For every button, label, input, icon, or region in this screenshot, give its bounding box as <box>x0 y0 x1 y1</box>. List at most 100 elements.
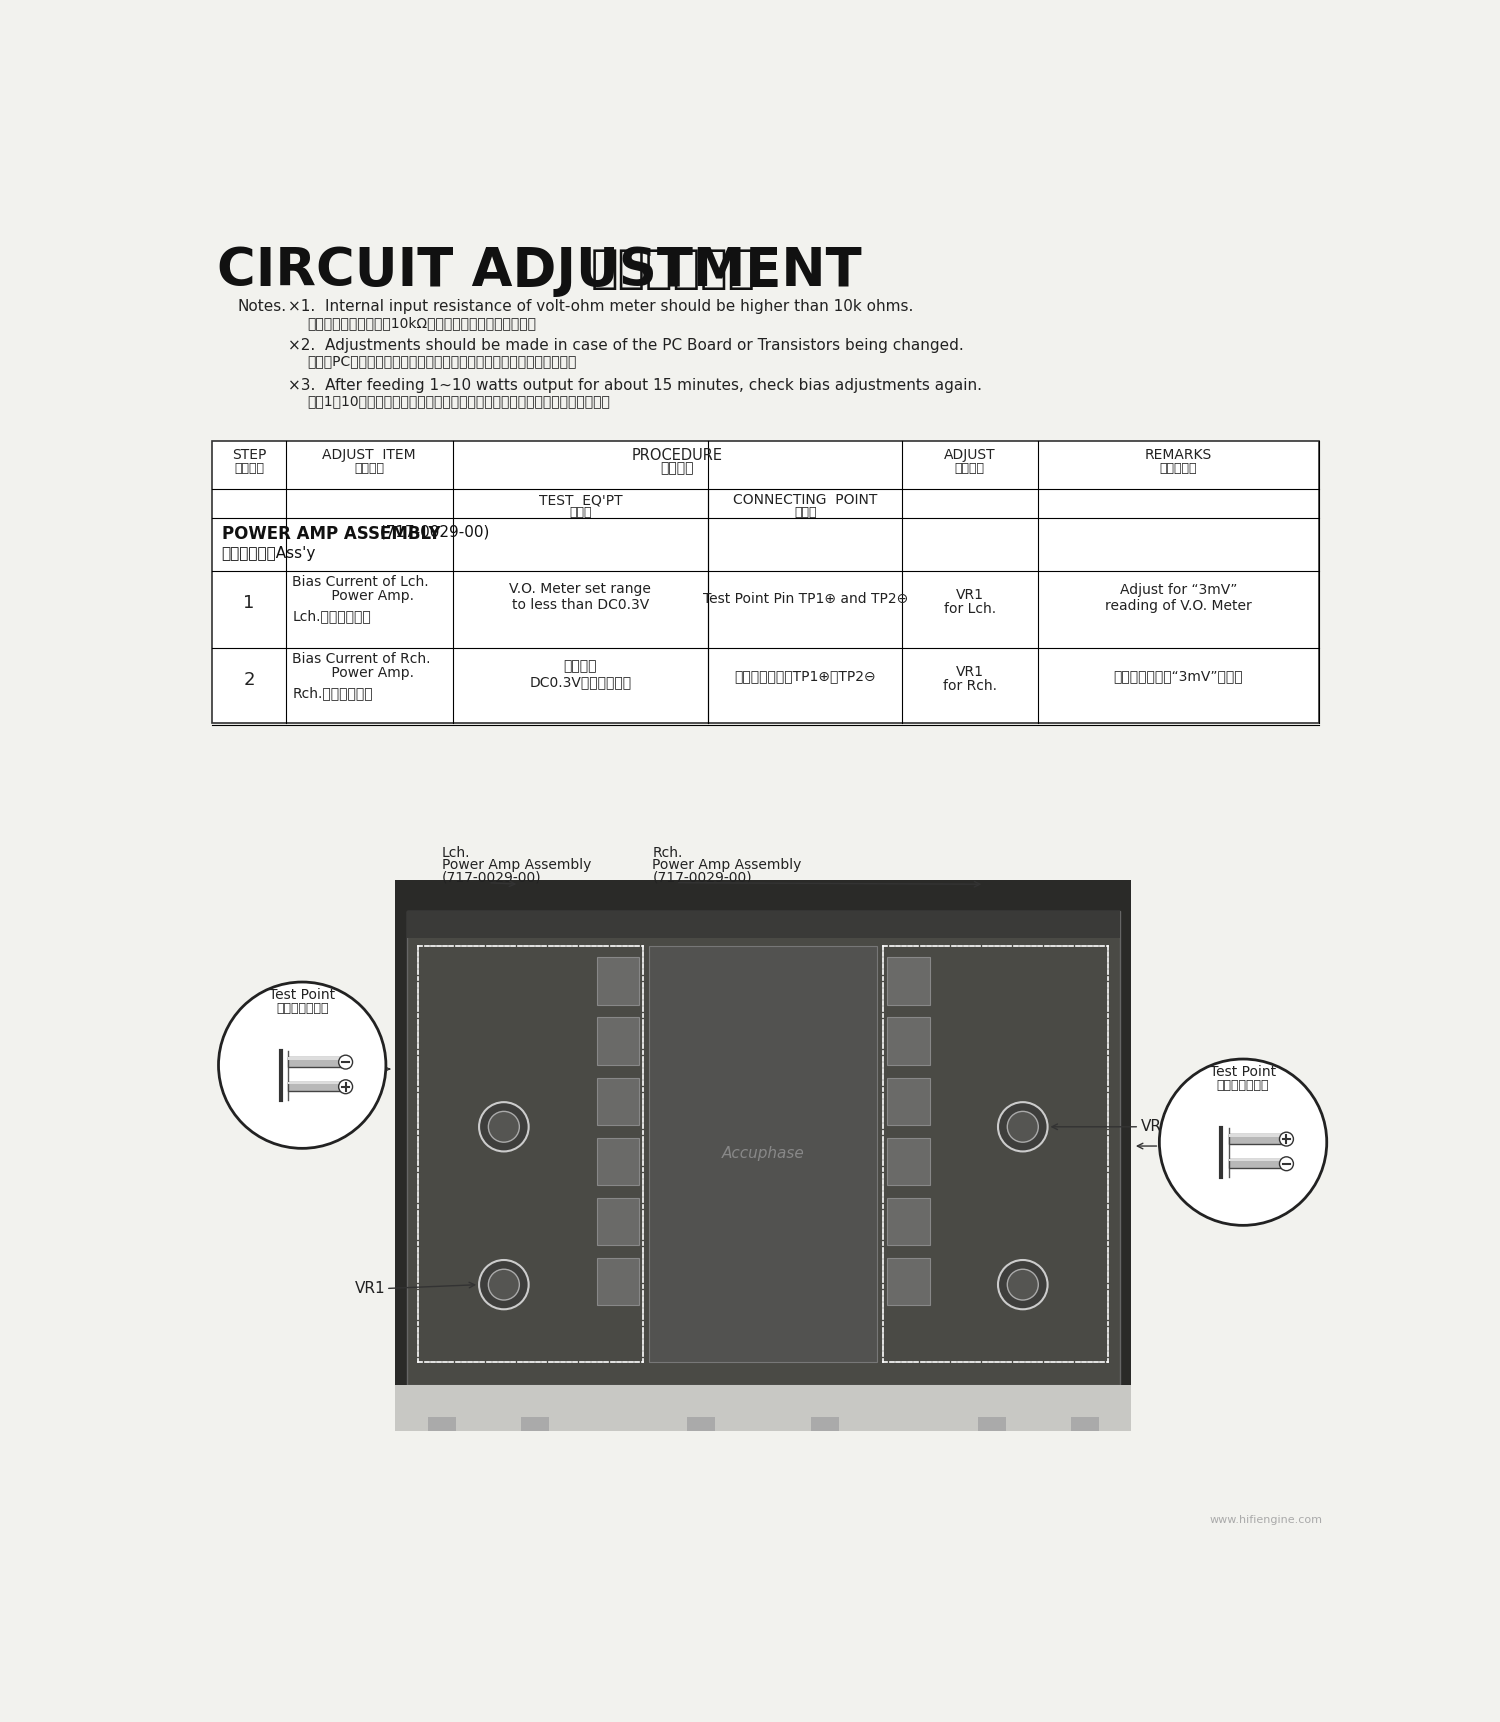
Bar <box>288 1081 340 1085</box>
Circle shape <box>478 1261 528 1309</box>
Bar <box>888 1078 930 1124</box>
Text: テストポイントTP1⊕、TP2⊖: テストポイントTP1⊕、TP2⊖ <box>735 670 876 684</box>
Circle shape <box>1008 1111 1038 1142</box>
Bar <box>1228 1135 1282 1143</box>
Bar <box>288 1081 340 1092</box>
Text: CONNECTING  POINT: CONNECTING POINT <box>734 492 878 506</box>
Bar <box>1228 1159 1282 1161</box>
Text: Test Point: Test Point <box>1210 1066 1276 1080</box>
Bar <box>1228 1135 1282 1137</box>
Bar <box>597 1257 639 1305</box>
Bar <box>687 1417 716 1431</box>
Text: テスターは、入力抗抗10kΩ以上のものをお使い下さい。: テスターは、入力抗抗10kΩ以上のものをお使い下さい。 <box>308 315 537 331</box>
Bar <box>1071 1417 1100 1431</box>
Circle shape <box>489 1111 519 1142</box>
Text: ×2.  Adjustments should be made in case of the PC Board or Transistors being cha: ×2. Adjustments should be made in case o… <box>288 338 964 353</box>
Bar <box>394 880 1131 1431</box>
Text: PROCEDURE: PROCEDURE <box>632 448 723 463</box>
Text: ADJUST: ADJUST <box>944 448 996 461</box>
Text: Test Point Pin TP1⊕ and TP2⊖: Test Point Pin TP1⊕ and TP2⊖ <box>702 592 908 606</box>
Text: VR1: VR1 <box>1140 1119 1172 1135</box>
Text: Power Amp.: Power Amp. <box>292 666 414 680</box>
Text: www.hifiengine.com: www.hifiengine.com <box>1210 1515 1323 1526</box>
Circle shape <box>1160 1059 1326 1226</box>
Text: Power Amp.: Power Amp. <box>292 589 414 603</box>
Text: (717-0029-00): (717-0029-00) <box>375 525 489 539</box>
Text: 調整はPCボードあるいはトランジスタを交換した場合行って下さい。: 調整はPCボードあるいはトランジスタを交換した場合行って下さい。 <box>308 355 578 369</box>
Text: 2: 2 <box>243 672 255 689</box>
Circle shape <box>478 1102 528 1152</box>
Text: 電圧検出: 電圧検出 <box>660 461 694 475</box>
Text: ステップ: ステップ <box>234 461 264 475</box>
Text: 接続点: 接続点 <box>794 506 816 518</box>
Bar <box>650 945 878 1362</box>
Bar <box>520 1417 549 1431</box>
Text: 検出器: 検出器 <box>568 506 591 518</box>
Text: テスターの指示“3mV”に調整: テスターの指示“3mV”に調整 <box>1113 670 1244 684</box>
Text: テストポイント: テストポイント <box>276 1002 328 1014</box>
Text: CIRCUIT ADJUSTMENT: CIRCUIT ADJUSTMENT <box>217 245 861 298</box>
Bar <box>1228 1159 1282 1168</box>
Text: (717-0029-00): (717-0029-00) <box>652 870 752 885</box>
Bar <box>978 1417 1006 1431</box>
Circle shape <box>1280 1157 1293 1171</box>
Text: POWER AMP ASSEMBLY: POWER AMP ASSEMBLY <box>222 525 440 542</box>
Text: for Lch.: for Lch. <box>944 601 996 616</box>
Circle shape <box>998 1261 1047 1309</box>
Bar <box>888 1018 930 1066</box>
Text: VR1: VR1 <box>956 587 984 601</box>
Circle shape <box>1280 1131 1293 1147</box>
Text: DC0.3V以下のレンジ: DC0.3V以下のレンジ <box>530 675 632 689</box>
Text: for Rch.: for Rch. <box>944 678 998 692</box>
Text: Power Amp Assembly: Power Amp Assembly <box>441 858 591 871</box>
Bar <box>888 1138 930 1185</box>
Bar <box>888 1197 930 1245</box>
Text: to less than DC0.3V: to less than DC0.3V <box>512 598 650 611</box>
Bar <box>888 1257 930 1305</box>
Text: Adjust for “3mV”: Adjust for “3mV” <box>1119 584 1238 598</box>
Text: テストポイント: テストポイント <box>1216 1080 1269 1092</box>
Bar <box>888 957 930 1006</box>
Bar <box>812 1417 840 1431</box>
Text: STEP: STEP <box>232 448 267 461</box>
Circle shape <box>489 1269 519 1300</box>
Text: Rch.: Rch. <box>652 846 682 859</box>
Text: 出力1～10ワット前後で通電動作させた後、バイアス電流を再チェックする。: 出力1～10ワット前後で通電動作させた後、バイアス電流を再チェックする。 <box>308 394 610 408</box>
Text: reading of V.O. Meter: reading of V.O. Meter <box>1106 599 1251 613</box>
Text: テスター: テスター <box>564 660 597 673</box>
Text: TEST  EQ'PT: TEST EQ'PT <box>538 492 622 506</box>
Text: Lch.: Lch. <box>441 846 470 859</box>
Text: Bias Current of Lch.: Bias Current of Lch. <box>292 575 429 589</box>
Text: Power Amp Assembly: Power Amp Assembly <box>652 858 802 871</box>
Text: Test Point: Test Point <box>268 988 336 1002</box>
Text: Lch.バイアス電流: Lch.バイアス電流 <box>292 610 370 623</box>
Bar <box>288 1057 340 1066</box>
Bar <box>288 1057 340 1059</box>
Text: ×3.  After feeding 1~10 watts output for about 15 minutes, check bias adjustment: ×3. After feeding 1~10 watts output for … <box>288 377 982 393</box>
Circle shape <box>339 1080 352 1093</box>
Bar <box>406 911 1120 1384</box>
Bar <box>213 441 1318 723</box>
Circle shape <box>339 1056 352 1069</box>
Text: パワーアンプAss'y: パワーアンプAss'y <box>222 546 316 561</box>
Text: 調整項目: 調整項目 <box>354 461 384 475</box>
Text: ADJUST  ITEM: ADJUST ITEM <box>322 448 416 461</box>
Text: 調整箇所: 調整箇所 <box>956 461 986 475</box>
Text: 1: 1 <box>243 594 255 611</box>
Text: Rch.バイアス電流: Rch.バイアス電流 <box>292 687 372 701</box>
Text: 調整・備考: 調整・備考 <box>1160 461 1197 475</box>
Text: Accuphase: Accuphase <box>722 1147 804 1161</box>
Bar <box>394 1384 1131 1431</box>
Text: VR1: VR1 <box>356 1281 386 1297</box>
Bar <box>597 1197 639 1245</box>
Bar <box>427 1417 456 1431</box>
Bar <box>406 911 1120 938</box>
Text: V.O. Meter set range: V.O. Meter set range <box>510 582 651 596</box>
Bar <box>597 1138 639 1185</box>
Text: (717-0029-00): (717-0029-00) <box>441 870 542 885</box>
Text: REMARKS: REMARKS <box>1144 448 1212 461</box>
Bar <box>597 1078 639 1124</box>
Text: （回路調整）: （回路調整） <box>591 246 756 291</box>
Bar <box>597 957 639 1006</box>
Text: VR1: VR1 <box>956 665 984 678</box>
